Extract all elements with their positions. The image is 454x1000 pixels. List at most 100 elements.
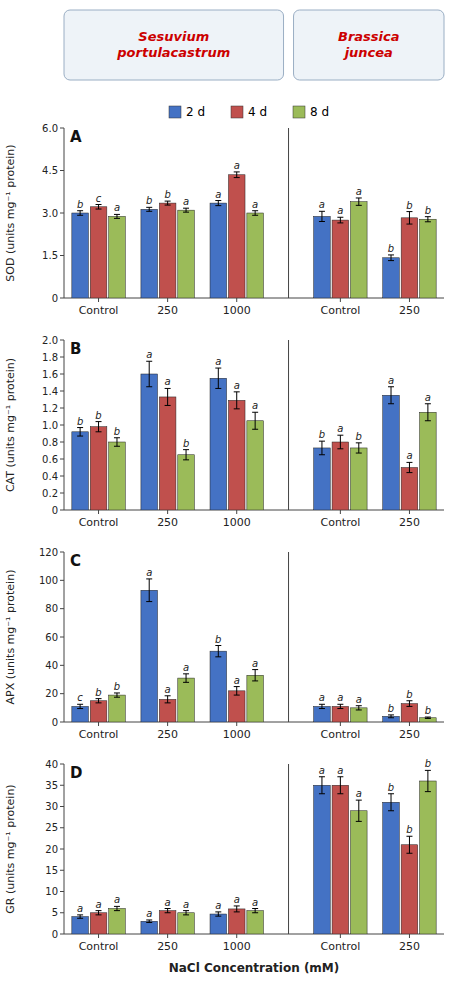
y-tick xyxy=(60,425,64,426)
error-bar-cap xyxy=(406,836,412,837)
error-bar-cap xyxy=(114,437,120,438)
error-bar xyxy=(337,704,343,708)
legend-swatch xyxy=(231,106,243,118)
error-bar-stem xyxy=(427,404,428,421)
y-tick xyxy=(60,374,64,375)
significance-letter: b xyxy=(388,782,394,793)
significance-letter: a xyxy=(337,205,343,216)
panel-label: D xyxy=(70,764,82,782)
significance-letter: a xyxy=(356,694,362,705)
y-tick xyxy=(60,764,64,765)
error-bar xyxy=(215,912,221,916)
error-bar-cap xyxy=(356,709,362,710)
error-bar-cap xyxy=(234,391,240,392)
significance-letter: b xyxy=(406,689,412,700)
error-bar-stem xyxy=(218,912,219,916)
error-bar-cap xyxy=(388,793,394,794)
error-bar xyxy=(337,777,343,794)
significance-letter: a xyxy=(252,897,258,908)
error-bar xyxy=(425,770,431,791)
error-bar-stem xyxy=(167,388,168,405)
significance-letter: a xyxy=(425,392,431,403)
bars xyxy=(72,361,436,510)
error-bar-cap xyxy=(215,916,221,917)
error-bar-cap xyxy=(146,601,152,602)
error-bar-cap xyxy=(165,405,171,406)
y-tick xyxy=(60,693,64,694)
error-bar-stem xyxy=(358,706,359,710)
error-bar xyxy=(234,392,240,409)
y-tick-label: 40 xyxy=(45,660,58,671)
species-divider xyxy=(288,340,289,510)
y-tick xyxy=(60,785,64,786)
significance-letter: b xyxy=(425,758,431,769)
bar xyxy=(401,704,418,722)
significance-letters: aaaabaaaabaaaab xyxy=(77,758,431,919)
error-bar xyxy=(356,198,362,205)
error-bar-cap xyxy=(425,403,431,404)
panel-label: A xyxy=(70,128,82,146)
bar xyxy=(141,209,158,298)
bars xyxy=(72,579,436,722)
legend-label: 8 d xyxy=(310,105,329,119)
error-bar-cap xyxy=(406,462,412,463)
x-tick xyxy=(98,934,99,938)
error-bar-cap xyxy=(252,429,258,430)
error-bar xyxy=(183,450,189,460)
x-tick xyxy=(340,510,341,514)
bar xyxy=(350,708,367,722)
panel: 0510152025303540GR (units mg⁻¹ protein)C… xyxy=(4,758,444,975)
y-tick xyxy=(60,128,64,129)
significance-letter: a xyxy=(165,897,171,908)
error-bar-cap xyxy=(252,669,258,670)
x-tick xyxy=(167,510,168,514)
error-bar xyxy=(252,670,258,681)
error-bar-cap xyxy=(183,914,189,915)
significance-letter: a xyxy=(215,189,221,200)
error-bar-stem xyxy=(340,217,341,223)
bar xyxy=(72,432,89,510)
error-bar-cap xyxy=(96,431,102,432)
error-bar-cap xyxy=(319,793,325,794)
error-bar-stem xyxy=(186,450,187,460)
error-bar-cap xyxy=(234,171,240,172)
y-tick xyxy=(60,170,64,171)
error-bar-stem xyxy=(255,909,256,913)
error-bar-cap xyxy=(146,361,152,362)
x-tick xyxy=(236,510,237,514)
species-header-box xyxy=(294,10,444,80)
x-tick-label: Control xyxy=(320,728,360,741)
significance-letter: b xyxy=(406,200,412,211)
significance-letters: bbaabcbaabaaaab xyxy=(77,160,431,254)
y-tick-label: 10 xyxy=(45,886,58,897)
error-bar-cap xyxy=(388,717,394,718)
error-bar-cap xyxy=(388,403,394,404)
error-bar-cap xyxy=(388,254,394,255)
species-header-line: Brassica xyxy=(338,29,400,44)
error-bar-stem xyxy=(186,208,187,212)
error-bar-cap xyxy=(252,908,258,909)
y-tick xyxy=(60,391,64,392)
bar xyxy=(401,468,418,511)
y-tick-label: 3.0 xyxy=(42,208,58,219)
x-tick-label: 1000 xyxy=(223,728,251,741)
x-tick xyxy=(167,934,168,938)
error-bar-cap xyxy=(356,197,362,198)
figure: SesuviumportulacastrumBrassicajuncea01.5… xyxy=(0,0,454,1000)
x-tick xyxy=(236,934,237,938)
error-bar-cap xyxy=(234,177,240,178)
error-bar xyxy=(406,701,412,707)
x-tick xyxy=(340,722,341,726)
error-bar-cap xyxy=(96,914,102,915)
bar xyxy=(109,695,126,722)
error-bar-stem xyxy=(98,911,99,915)
y-tick-label: 15 xyxy=(45,865,58,876)
legend-label: 4 d xyxy=(248,105,267,119)
bar xyxy=(228,400,245,510)
significance-letter: a xyxy=(252,400,258,411)
significance-letter: a xyxy=(234,675,240,686)
panel: 00.20.40.60.81.01.21.41.61.82.0CAT (unit… xyxy=(4,335,444,530)
error-bar-cap xyxy=(114,214,120,215)
error-bar-stem xyxy=(358,443,359,453)
x-tick xyxy=(340,298,341,302)
